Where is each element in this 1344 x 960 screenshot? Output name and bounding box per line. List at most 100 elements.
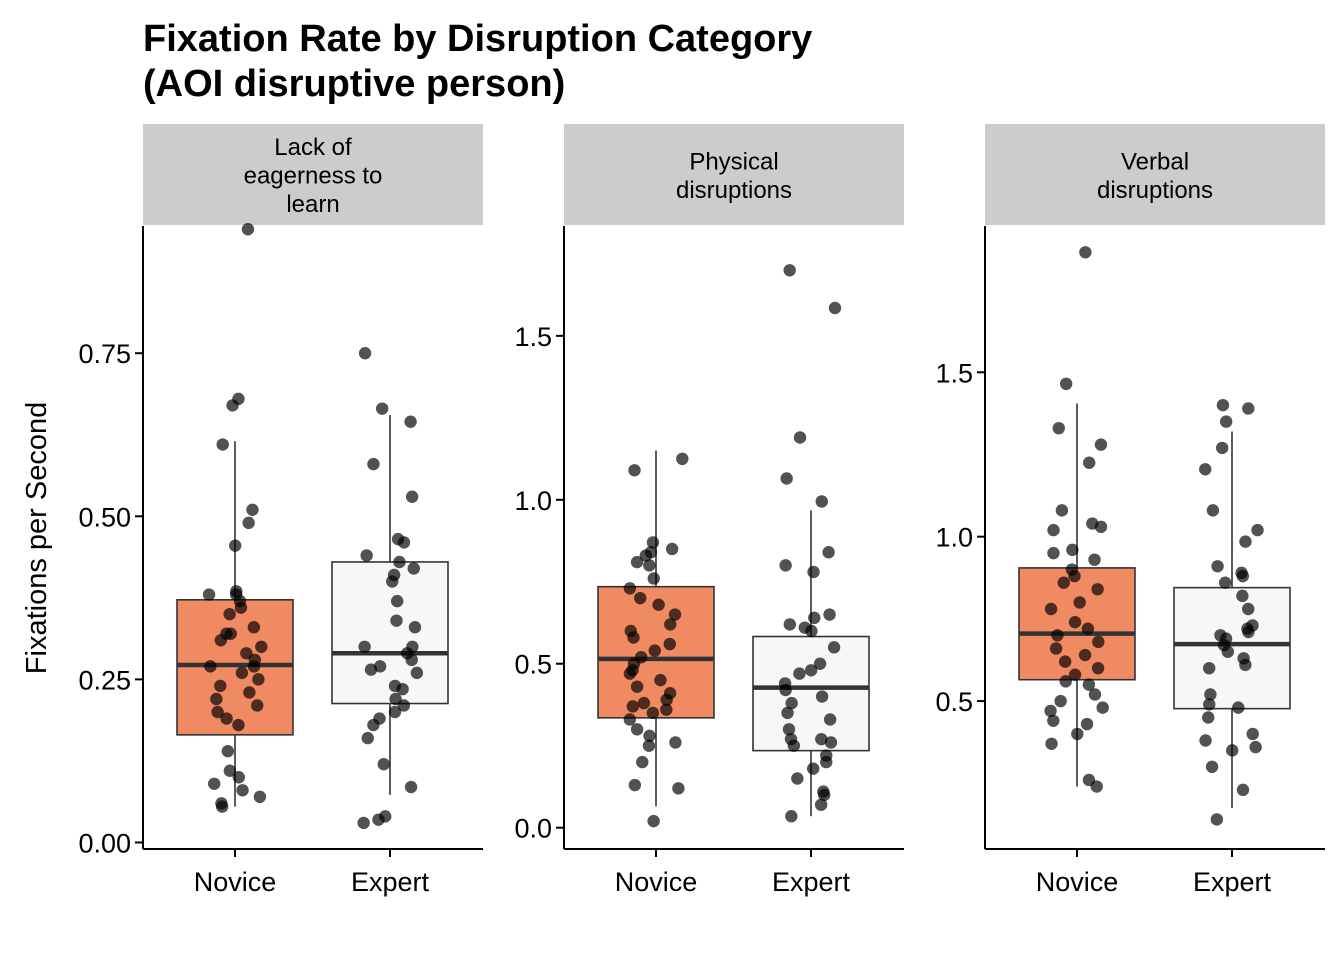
data-point (243, 686, 256, 699)
data-point (828, 301, 842, 315)
data-point (647, 814, 660, 828)
data-point (1054, 694, 1067, 708)
data-point (1226, 744, 1239, 757)
data-point (1199, 463, 1212, 476)
data-point (647, 572, 660, 585)
data-point (823, 713, 837, 726)
chart-title-line-2: (AOI disruptive person) (143, 63, 565, 105)
y-tick-label: 1.5 (935, 358, 973, 388)
data-point (1246, 727, 1259, 741)
data-point (407, 562, 420, 575)
data-point (242, 516, 255, 530)
data-point (214, 634, 228, 647)
data-point (1202, 661, 1216, 675)
data-point (634, 591, 647, 605)
facet-strip-label: eagerness to (244, 163, 383, 190)
data-point (1071, 727, 1084, 741)
data-point (1068, 569, 1081, 583)
data-point (1068, 668, 1082, 681)
data-point (1215, 441, 1229, 455)
y-tick-label: 0.75 (78, 339, 131, 369)
data-point (375, 402, 389, 415)
data-point (1045, 737, 1058, 750)
data-point (668, 608, 682, 621)
data-point (643, 559, 656, 572)
x-tick-label: Novice (1036, 867, 1119, 897)
data-point (804, 664, 818, 677)
y-tick-label: 0.5 (935, 687, 973, 717)
data-point (636, 755, 649, 769)
data-point (367, 718, 380, 732)
data-point (1210, 813, 1224, 826)
data-point (1094, 520, 1108, 534)
data-point (235, 666, 249, 680)
data-point (1236, 589, 1249, 603)
data-point (1044, 704, 1057, 718)
facet-strip-label: disruptions (676, 177, 792, 204)
data-point (781, 706, 794, 720)
data-point (405, 490, 419, 503)
data-point (232, 771, 245, 784)
data-point (813, 657, 827, 670)
data-point (246, 503, 259, 516)
data-point (646, 706, 660, 720)
data-point (1249, 740, 1262, 754)
data-point (1206, 504, 1220, 517)
data-point (815, 690, 829, 703)
data-point (660, 693, 673, 707)
data-point (630, 723, 644, 736)
data-point (1211, 560, 1224, 573)
data-point (652, 598, 665, 611)
data-point (780, 472, 793, 485)
data-point (1242, 402, 1255, 415)
x-tick-label: Novice (615, 867, 698, 897)
data-point (255, 640, 268, 653)
y-tick-label: 1.5 (514, 322, 552, 352)
data-point (1242, 625, 1255, 639)
data-point (241, 223, 255, 236)
data-point (405, 653, 418, 667)
data-point (1251, 523, 1264, 537)
data-point (386, 575, 399, 588)
data-point (1221, 645, 1235, 658)
data-point (807, 565, 820, 579)
data-point (397, 699, 411, 712)
data-point (793, 431, 807, 444)
data-point (787, 739, 801, 752)
data-point (785, 810, 798, 823)
data-point (823, 608, 836, 621)
data-point (252, 673, 265, 686)
data-point (820, 755, 833, 769)
data-point (1205, 760, 1219, 774)
box-novice (1018, 246, 1136, 793)
data-point (1059, 377, 1073, 391)
data-point (1091, 583, 1104, 596)
y-tick-label: 0.5 (514, 650, 552, 680)
data-point (630, 680, 644, 693)
facet-strip-label: Lack of (274, 134, 352, 161)
data-point (247, 620, 261, 634)
data-point (1236, 783, 1250, 797)
data-point (1082, 678, 1096, 691)
y-axis-label: Fixations per Second (21, 402, 53, 674)
data-point (223, 607, 236, 621)
data-point (1066, 543, 1079, 557)
y-tick-label: 0.00 (78, 828, 131, 858)
data-point (211, 705, 224, 719)
data-point (1216, 398, 1230, 412)
facet-strip-label: Physical (689, 148, 778, 175)
data-point (207, 777, 221, 790)
data-point (223, 764, 237, 777)
facet-strip-label: learn (286, 191, 339, 218)
data-point (815, 495, 828, 508)
data-point (1044, 602, 1058, 616)
data-point (1051, 629, 1064, 642)
data-point (779, 683, 792, 697)
data-point (1203, 698, 1216, 711)
box-expert (752, 264, 870, 823)
data-point (408, 620, 422, 634)
data-point (393, 555, 406, 569)
data-point (1091, 661, 1105, 675)
data-point (202, 588, 216, 601)
